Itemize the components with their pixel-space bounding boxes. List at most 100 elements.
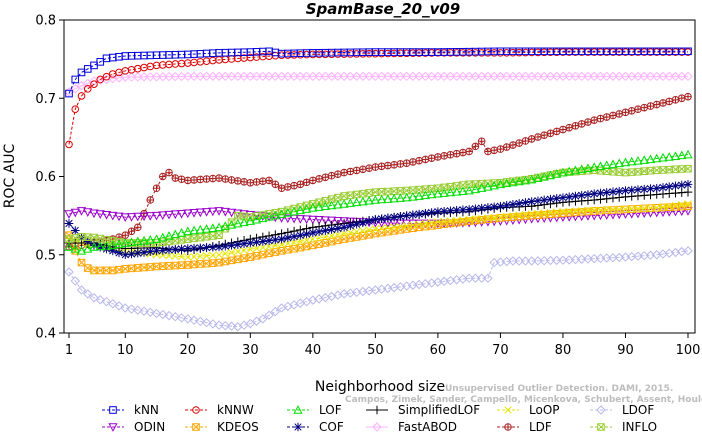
data-point-lof [201, 224, 212, 233]
data-point-lof [452, 186, 462, 196]
data-point-cof [646, 184, 655, 194]
data-point-ldf [177, 175, 186, 183]
data-point-kdeos [108, 266, 117, 275]
data-point-loop [490, 214, 498, 222]
data-point-cof [64, 219, 74, 228]
data-point-cof [264, 236, 274, 245]
data-point-loop [565, 207, 573, 216]
data-point-ldof [139, 306, 149, 316]
data-point-loop [177, 252, 186, 261]
data-point-cof [289, 232, 299, 241]
data-point-lof [539, 171, 549, 181]
data-point-ldf [484, 147, 492, 156]
series-lof [64, 149, 693, 255]
data-point-knnw [65, 140, 73, 149]
data-point-cof [83, 237, 93, 246]
data-point-loop [440, 217, 448, 226]
data-point-ldof [89, 293, 99, 303]
data-point-ldf [165, 168, 173, 177]
data-point-cof [120, 250, 130, 260]
legend-label-ldof: LDOF [622, 403, 654, 417]
data-point-odin [589, 211, 599, 221]
data-point-kdeos [484, 215, 492, 224]
data-point-ldof [70, 276, 80, 286]
data-point-cof [533, 196, 543, 206]
legend-item-ldf: LDF [497, 420, 552, 434]
series-ldof [64, 246, 693, 332]
data-point-odin [645, 209, 656, 218]
data-point-lof [458, 186, 468, 196]
data-point-fastabod [120, 72, 130, 82]
data-point-loop [409, 221, 417, 229]
data-point-odin [333, 216, 343, 226]
data-point-loop [384, 224, 392, 232]
data-point-cof [596, 188, 605, 198]
data-point-kdeos [321, 239, 330, 247]
data-point-ldf [459, 148, 467, 157]
data-point-cof [627, 185, 637, 195]
data-point-cof [333, 224, 343, 233]
data-point-loop [465, 215, 473, 224]
data-point-lof [270, 210, 280, 220]
data-point-ldf [427, 154, 436, 162]
data-point-lof [176, 227, 187, 237]
data-point-loop [246, 245, 254, 253]
data-point-loop [277, 240, 286, 249]
data-point-loop [340, 229, 348, 238]
data-point-ldf [133, 223, 142, 232]
data-point-ldf [296, 180, 305, 189]
data-point-loop [615, 205, 623, 214]
data-point-fastabod [489, 71, 499, 82]
data-point-ldof [483, 273, 493, 283]
data-point-fastabod [376, 71, 387, 82]
data-point-ldof [126, 304, 137, 314]
data-point-kdeos [471, 216, 480, 225]
legend-label-kdeos: KDEOS [217, 420, 259, 434]
data-point-ldf [490, 146, 498, 155]
data-point-cof [258, 237, 268, 246]
data-point-ldf [190, 176, 198, 184]
data-point-ldf [321, 173, 330, 182]
data-point-ldf [546, 129, 555, 138]
data-point-loop [509, 212, 517, 220]
data-point-loop [265, 242, 273, 251]
data-point-cof [383, 213, 393, 223]
data-point-cof [458, 205, 468, 215]
data-point-cof [127, 249, 136, 259]
legend-marker-ldf [504, 423, 512, 431]
data-point-inflo [434, 184, 442, 193]
data-point-cof [321, 226, 330, 235]
data-point-lof [545, 170, 556, 180]
data-point-ldf [346, 167, 355, 176]
data-point-odin [164, 210, 174, 220]
data-point-cof [364, 216, 374, 226]
data-point-ldf [477, 137, 486, 146]
data-point-kdeos [352, 233, 361, 241]
data-point-lof [395, 193, 406, 202]
data-point-cof [239, 239, 249, 249]
data-point-cof [346, 221, 355, 231]
data-point-lof [301, 204, 312, 213]
data-point-lof [420, 190, 431, 200]
data-point-ldof [533, 256, 543, 266]
data-point-inflo [71, 234, 80, 242]
data-point-kdeos [221, 257, 230, 266]
data-point-cof [564, 192, 574, 202]
data-point-ldf [627, 107, 636, 115]
data-point-fastabod [258, 71, 268, 82]
data-point-ldof [151, 308, 162, 319]
data-point-kdeos [246, 253, 255, 261]
data-point-cof [496, 201, 505, 211]
data-point-lof [195, 224, 205, 234]
data-point-odin [139, 212, 149, 222]
data-point-ldof [514, 256, 524, 266]
data-point-cof [108, 246, 118, 256]
data-point-lof [258, 213, 268, 223]
legend-label-cof: COF [319, 420, 344, 434]
data-point-ldf [452, 149, 461, 158]
legend-label-loop: LoOP [529, 403, 560, 417]
data-point-ldf [421, 155, 430, 164]
data-point-odin [301, 215, 312, 225]
data-point-cof [95, 242, 105, 252]
data-point-cof [489, 202, 499, 212]
